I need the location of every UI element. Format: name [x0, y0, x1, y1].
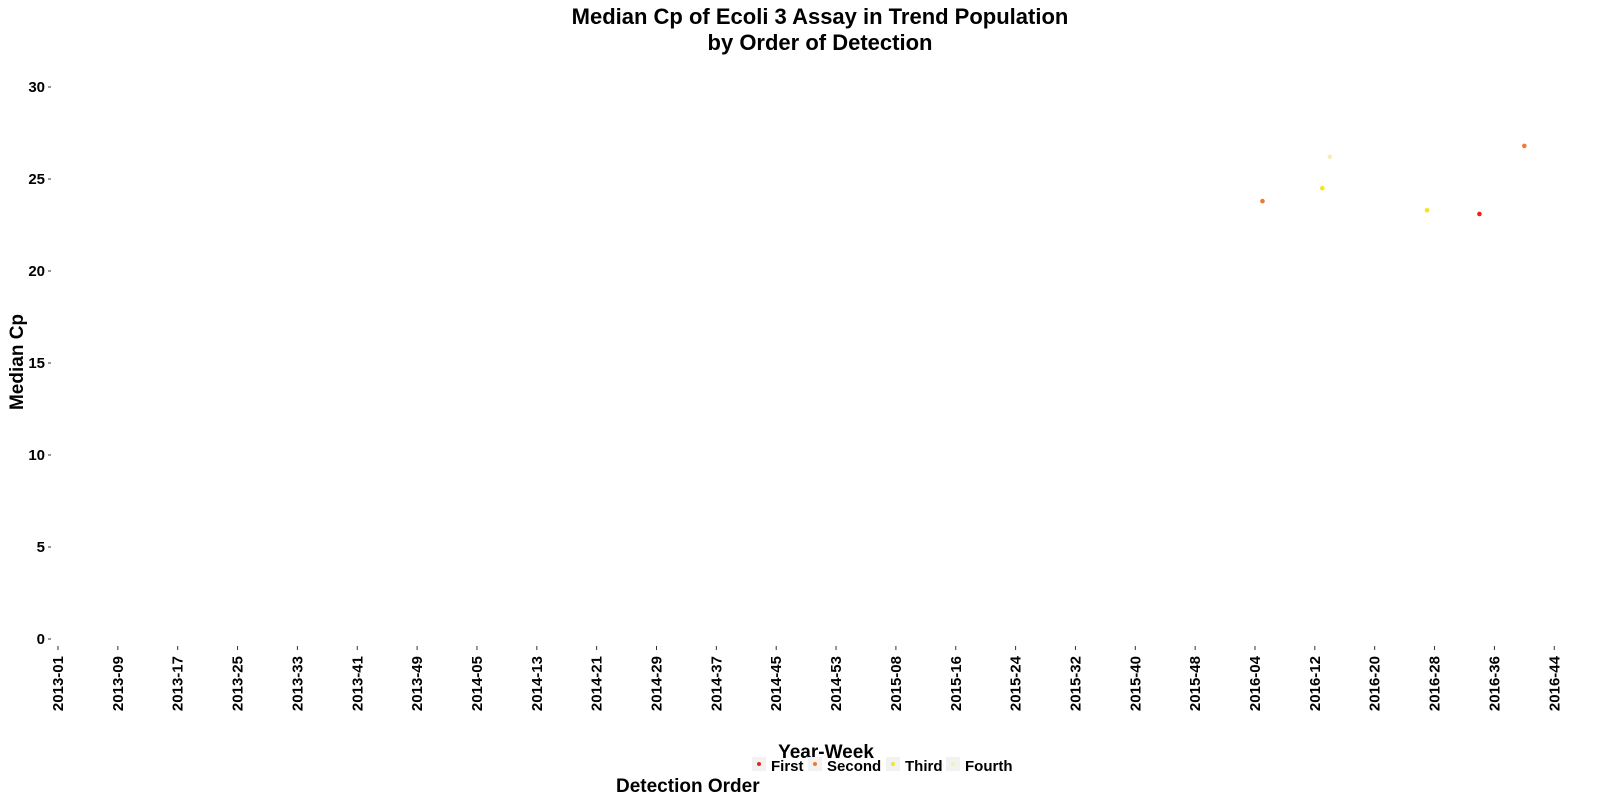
x-tick-label: 2015-40	[1127, 656, 1144, 711]
x-tick-label: 2016-28	[1427, 656, 1444, 711]
data-point-third	[1424, 207, 1430, 213]
legend-items: First Second Third Fourth	[752, 757, 1012, 775]
x-tick-label: 2016-12	[1307, 656, 1324, 711]
x-tick-label: 2015-16	[948, 656, 965, 711]
chart-title: Median Cp of Ecoli 3 Assay in Trend Popu…	[572, 4, 1069, 29]
legend-swatch-second	[813, 762, 817, 766]
legend-swatch-first	[757, 762, 761, 766]
x-tick-label: 2014-45	[768, 656, 785, 711]
x-tick-label: 2013-49	[409, 656, 426, 711]
x-tick-label: 2013-33	[289, 656, 306, 711]
x-tick-label: 2016-36	[1486, 656, 1503, 711]
y-axis-title: Median Cp	[7, 314, 28, 410]
x-tick-label: 2013-25	[230, 656, 247, 711]
legend-label-first: First	[771, 758, 804, 775]
legend-swatch-fourth	[951, 762, 955, 766]
x-tick-label: 2014-13	[529, 656, 546, 711]
y-tick-label: 5	[37, 539, 45, 556]
x-tick-label: 2015-32	[1067, 656, 1084, 711]
x-tick-label: 2014-53	[828, 656, 845, 711]
data-point-second	[1522, 143, 1527, 149]
y-tick-label: 30	[28, 79, 45, 96]
data-points	[1260, 143, 1527, 217]
legend-swatch-third	[891, 762, 895, 766]
chart-subtitle: by Order of Detection	[708, 30, 933, 55]
x-tick-label: 2014-37	[708, 656, 725, 711]
x-tick-label: 2016-20	[1367, 656, 1384, 711]
y-tick-label: 25	[28, 171, 45, 188]
data-point-first	[1477, 211, 1482, 217]
x-axis: 2013-01 2013-09 2013-17 2013-25 2013-33 2013-…	[50, 646, 1563, 711]
x-tick-label: 2013-01	[50, 656, 67, 711]
y-tick-label: 0	[37, 631, 45, 648]
data-point-fourth	[1327, 154, 1333, 160]
x-axis-title: Year-Week	[778, 742, 874, 763]
y-tick-label: 15	[28, 355, 45, 372]
x-tick-label: 2015-48	[1187, 656, 1204, 711]
x-tick-label: 2013-17	[170, 656, 187, 711]
x-tick-label: 2015-24	[1008, 655, 1025, 711]
x-tick-label: 2013-41	[349, 656, 366, 711]
data-point-third	[1320, 185, 1325, 191]
data-point-second	[1260, 198, 1265, 204]
x-tick-label: 2016-44	[1546, 655, 1563, 711]
x-tick-label: 2016-04	[1247, 655, 1264, 711]
y-axis: 0 5 10 15 20 25 30	[28, 79, 51, 648]
legend-label-fourth: Fourth	[965, 758, 1012, 775]
x-tick-label: 2014-21	[589, 656, 606, 711]
x-tick-label: 2015-08	[888, 656, 905, 711]
x-tick-label: 2013-09	[110, 656, 127, 711]
legend-title: Detection Order	[616, 776, 760, 797]
legend-label-third: Third	[905, 758, 943, 775]
legend: Detection Order First Second Third Fourth	[616, 757, 1012, 797]
x-tick-label: 2014-29	[649, 656, 666, 711]
legend-label-second: Second	[827, 758, 881, 775]
y-tick-label: 10	[28, 447, 45, 464]
y-tick-label: 20	[28, 263, 45, 280]
x-tick-label: 2014-05	[469, 656, 486, 711]
